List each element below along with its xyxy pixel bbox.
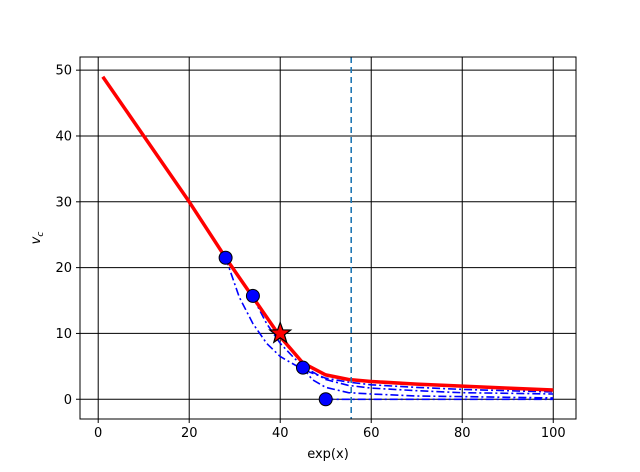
- series-branch-line: [302, 367, 554, 399]
- x-tick-label: 100: [541, 426, 566, 441]
- x-tick-label: 40: [272, 426, 289, 441]
- y-tick-label: 30: [55, 195, 72, 210]
- axis-ticks: 0 20 40 60 80 100 0 10 20 30 40 50: [55, 64, 565, 441]
- x-tick-label: 80: [454, 426, 471, 441]
- marker-layer: [218, 250, 333, 407]
- grid: [80, 57, 576, 419]
- y-tick-label: 20: [55, 261, 72, 276]
- y-tick-label: 50: [55, 64, 72, 79]
- data-point-marker: [318, 392, 333, 407]
- x-axis-label: exp(x): [307, 447, 349, 462]
- y-axis-label: vc: [29, 232, 46, 245]
- data-point-marker: [218, 250, 233, 265]
- x-tick-label: 0: [94, 426, 102, 441]
- y-tick-label: 10: [55, 327, 72, 342]
- y-tick-label: 0: [64, 393, 72, 408]
- x-tick-label: 60: [363, 426, 380, 441]
- star-marker: [268, 320, 293, 344]
- y-axis-label-main: v: [29, 236, 44, 244]
- y-axis-label-subscript: c: [36, 232, 46, 237]
- data-point-marker: [245, 288, 260, 303]
- y-tick-label: 40: [55, 129, 72, 144]
- plot-frame: [79, 56, 577, 420]
- series-branch-line: [224, 257, 554, 393]
- x-tick-label: 20: [181, 426, 198, 441]
- data-point-marker: [295, 360, 310, 375]
